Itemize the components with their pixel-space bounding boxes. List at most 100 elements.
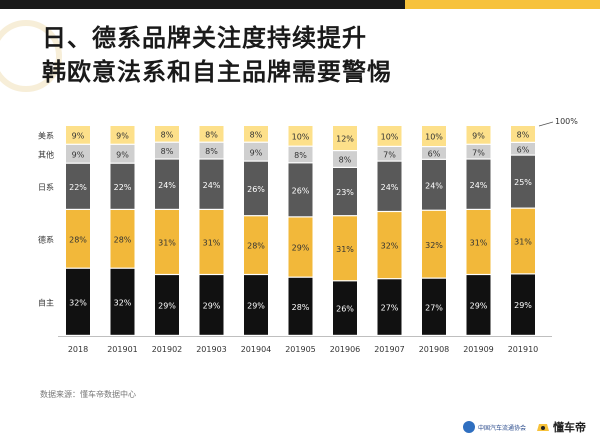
bar-segment-自主-201901 — [110, 268, 135, 335]
data-label-德系-2018: 28% — [69, 235, 87, 244]
data-label-其他-201905: 8% — [294, 151, 307, 160]
data-label-日系-201903: 24% — [203, 181, 221, 190]
data-label-自主-201901: 32% — [114, 298, 132, 307]
bar-segment-其他-201909 — [466, 144, 491, 159]
brand-name: 懂车帝 — [553, 421, 586, 434]
top-bar-yellow — [405, 0, 600, 9]
x-tick-label-2018: 2018 — [68, 345, 88, 354]
data-label-其他-2018: 9% — [72, 150, 85, 159]
bar-segment-自主-201902 — [155, 275, 179, 335]
org-emblem-icon — [462, 421, 475, 433]
data-label-美系-201909: 9% — [472, 131, 485, 140]
series-label-自主: 自主 — [38, 297, 54, 307]
data-label-自主-2018: 32% — [69, 298, 87, 307]
bar-segment-自主-201905 — [288, 277, 313, 335]
data-label-自主-201905: 28% — [292, 303, 310, 312]
x-tick-label-201910: 201910 — [508, 345, 539, 354]
data-label-其他-201906: 8% — [339, 156, 352, 165]
data-label-自主-201909: 29% — [470, 302, 488, 311]
series-label-日系: 日系 — [38, 182, 54, 192]
bar-segment-日系-201910 — [511, 155, 535, 208]
data-label-美系-201907: 10% — [381, 133, 399, 142]
series-label-美系: 美系 — [38, 130, 54, 140]
data-label-自主-201907: 27% — [381, 304, 399, 313]
series-label-德系: 德系 — [38, 234, 54, 244]
bar-segment-日系-201905 — [288, 163, 313, 217]
data-label-美系-2018: 9% — [72, 131, 85, 140]
bar-segment-日系-201901 — [110, 163, 135, 209]
bar-segment-德系-201904 — [244, 216, 268, 274]
decorative-ring — [0, 20, 62, 92]
data-label-美系-201902: 8% — [161, 130, 174, 139]
data-label-自主-201903: 29% — [203, 302, 221, 311]
bar-segment-美系-201907 — [377, 126, 402, 146]
bar-segment-德系-201907 — [377, 212, 402, 279]
data-label-德系-201903: 31% — [203, 239, 221, 248]
footer-logos: 中国汽车流通协会 懂车帝 — [462, 419, 586, 435]
bar-segment-美系-201909 — [466, 126, 491, 144]
org-logo: 中国汽车流通协会 — [462, 421, 526, 433]
bar-segment-美系-201904 — [244, 126, 268, 142]
data-label-德系-201908: 32% — [425, 241, 443, 250]
bar-segment-日系-201908 — [422, 159, 446, 210]
data-label-日系-201909: 24% — [470, 181, 488, 190]
bar-segment-美系-201903 — [199, 126, 224, 142]
data-label-德系-201910: 31% — [514, 238, 532, 247]
data-label-德系-201906: 31% — [336, 245, 354, 254]
data-label-日系-201902: 24% — [158, 181, 176, 190]
page-title: 日、德系品牌关注度持续提升 韩欧意法系和自主品牌需要警惕 — [42, 21, 392, 89]
bar-segment-其他-201906 — [333, 151, 357, 167]
org-name: 中国汽车流通协会 — [477, 424, 526, 432]
bar-segment-其他-201902 — [155, 142, 179, 159]
data-label-其他-201904: 9% — [250, 148, 263, 157]
bar-segment-日系-201902 — [155, 159, 179, 209]
bar-segment-美系-201906 — [333, 126, 357, 150]
bar-segment-美系-201905 — [288, 126, 313, 146]
data-label-美系-201903: 8% — [205, 130, 218, 139]
bar-segment-美系-2018 — [66, 126, 90, 144]
bar-segment-德系-201906 — [333, 216, 357, 281]
data-label-美系-201905: 10% — [292, 132, 310, 141]
total-pointer-line — [538, 121, 554, 127]
bar-segment-其他-201901 — [110, 144, 135, 163]
bar-segment-其他-201910 — [511, 142, 535, 155]
bar-segment-自主-201906 — [333, 281, 357, 335]
bar-segment-日系-201904 — [244, 161, 268, 216]
data-label-其他-201909: 7% — [472, 148, 485, 157]
data-label-美系-201908: 10% — [425, 133, 443, 142]
bar-segment-美系-201901 — [110, 126, 135, 144]
data-label-日系-201904: 26% — [247, 185, 265, 194]
bar-segment-自主-201907 — [377, 279, 402, 335]
x-tick-label-201907: 201907 — [374, 345, 405, 354]
bar-segment-其他-201903 — [199, 142, 224, 159]
brand-logo: 懂车帝 — [536, 419, 586, 435]
source-note: 数据来源：懂车帝数据中心 — [40, 390, 136, 399]
bar-segment-美系-201910 — [511, 126, 535, 142]
bar-segment-其他-201904 — [244, 142, 268, 161]
data-label-美系-201906: 12% — [336, 135, 354, 144]
data-label-其他-201907: 7% — [383, 150, 396, 159]
bar-segment-其他-201905 — [288, 146, 313, 163]
bar-segment-德系-2018 — [66, 210, 90, 268]
data-label-其他-201903: 8% — [205, 147, 218, 156]
total-label: 100% — [555, 117, 578, 126]
x-tick-label-201909: 201909 — [463, 345, 494, 354]
data-label-其他-201910: 6% — [517, 145, 530, 154]
x-tick-label-201908: 201908 — [419, 345, 450, 354]
bar-segment-美系-201902 — [155, 126, 179, 142]
bar-segment-日系-2018 — [66, 163, 90, 209]
data-label-日系-201907: 24% — [381, 183, 399, 192]
data-label-自主-201910: 29% — [514, 301, 532, 310]
data-label-德系-201902: 31% — [158, 239, 176, 248]
bar-segment-日系-201907 — [377, 161, 402, 211]
bar-segment-美系-201908 — [422, 126, 446, 147]
data-label-其他-201901: 9% — [116, 150, 129, 159]
title-line-2: 韩欧意法系和自主品牌需要警惕 — [42, 58, 392, 86]
data-label-自主-201908: 27% — [425, 303, 443, 312]
x-tick-label-201906: 201906 — [330, 345, 361, 354]
data-label-自主-201904: 29% — [247, 302, 265, 311]
data-label-自主-201902: 29% — [158, 302, 176, 311]
data-label-日系-201905: 26% — [292, 186, 310, 195]
bar-segment-自主-201903 — [199, 275, 224, 335]
data-label-美系-201901: 9% — [116, 131, 129, 140]
